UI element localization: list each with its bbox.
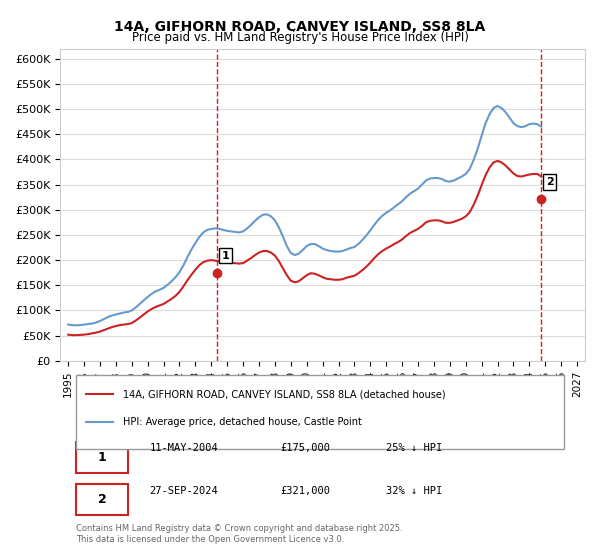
Text: HPI: Average price, detached house, Castle Point: HPI: Average price, detached house, Cast… xyxy=(123,417,362,427)
Text: 11-MAY-2004: 11-MAY-2004 xyxy=(149,444,218,454)
Text: Price paid vs. HM Land Registry's House Price Index (HPI): Price paid vs. HM Land Registry's House … xyxy=(131,31,469,44)
Text: £175,000: £175,000 xyxy=(281,444,331,454)
Text: 14A, GIFHORN ROAD, CANVEY ISLAND, SS8 8LA (detached house): 14A, GIFHORN ROAD, CANVEY ISLAND, SS8 8L… xyxy=(123,389,446,399)
Text: 32% ↓ HPI: 32% ↓ HPI xyxy=(386,486,442,496)
FancyBboxPatch shape xyxy=(76,442,128,473)
Text: £321,000: £321,000 xyxy=(281,486,331,496)
Text: 1: 1 xyxy=(222,251,230,260)
Text: 2: 2 xyxy=(546,177,554,187)
FancyBboxPatch shape xyxy=(76,484,128,515)
Text: 2: 2 xyxy=(98,493,107,506)
FancyBboxPatch shape xyxy=(76,375,564,449)
Text: Contains HM Land Registry data © Crown copyright and database right 2025.
This d: Contains HM Land Registry data © Crown c… xyxy=(76,524,403,544)
Text: 1: 1 xyxy=(98,451,107,464)
Text: 27-SEP-2024: 27-SEP-2024 xyxy=(149,486,218,496)
Text: 25% ↓ HPI: 25% ↓ HPI xyxy=(386,444,442,454)
Text: 14A, GIFHORN ROAD, CANVEY ISLAND, SS8 8LA: 14A, GIFHORN ROAD, CANVEY ISLAND, SS8 8L… xyxy=(115,20,485,34)
